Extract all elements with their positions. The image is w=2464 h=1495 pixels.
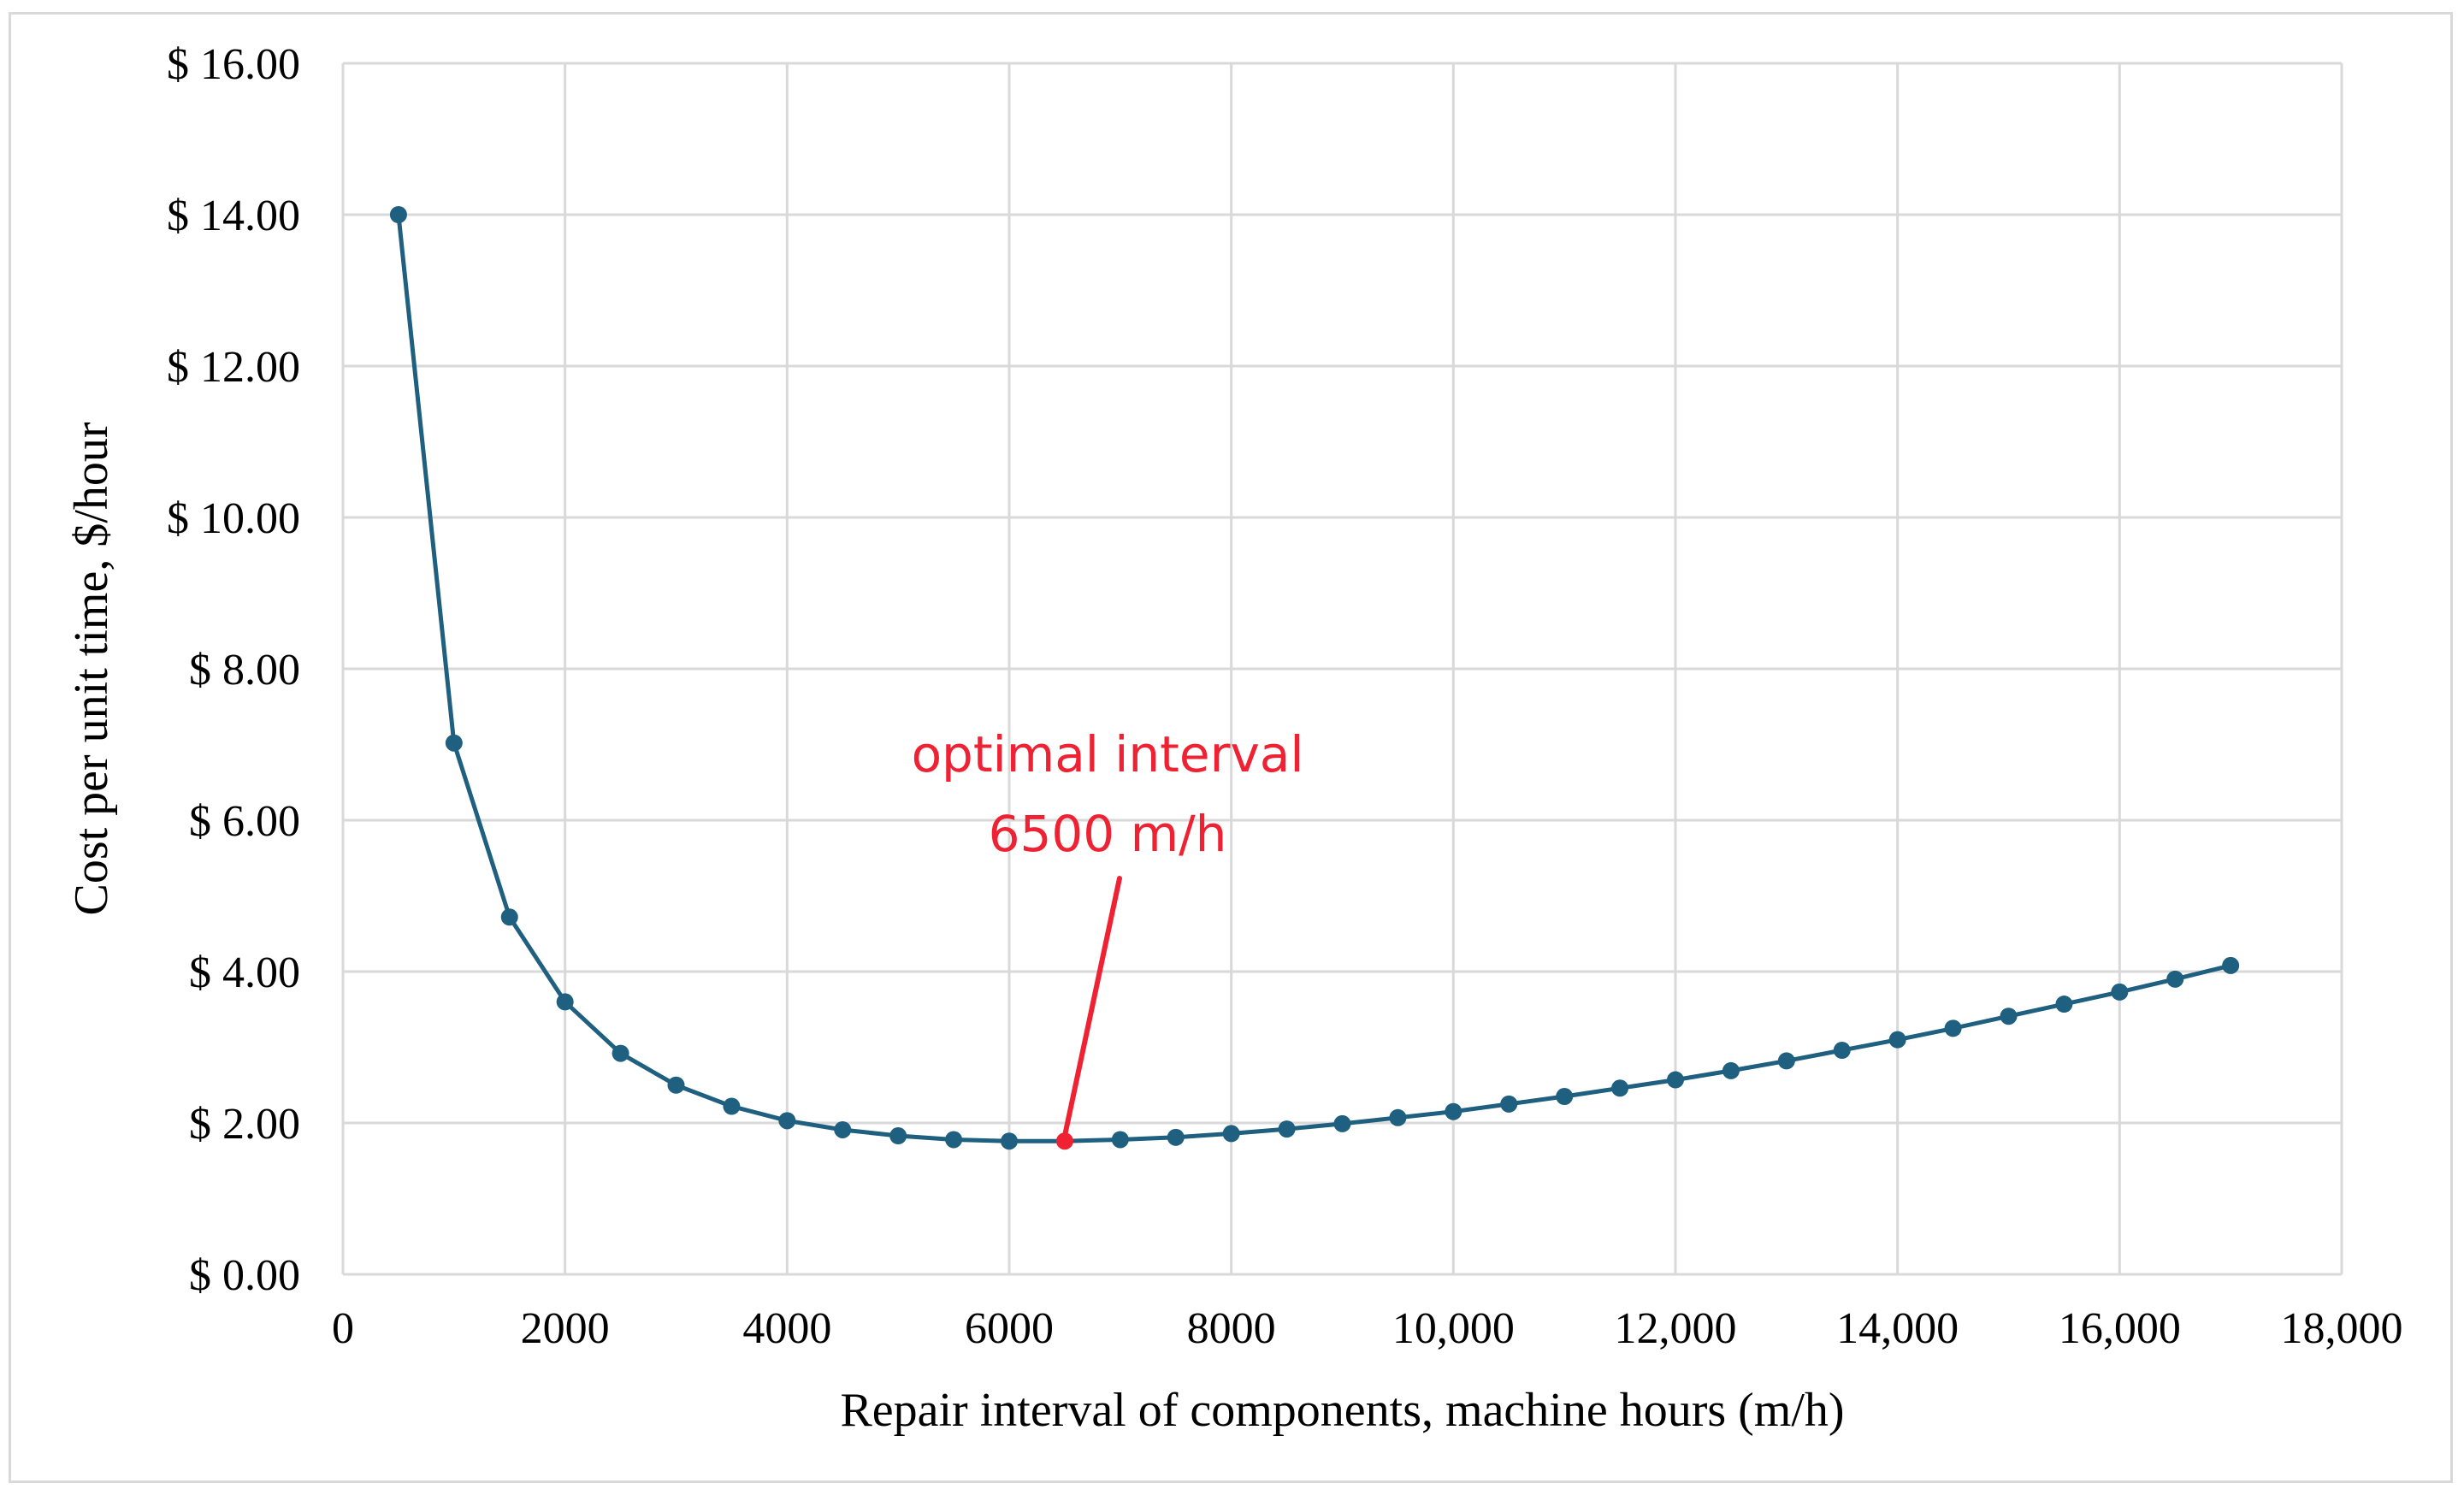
y-tick-label: $ 0.00 xyxy=(189,1251,300,1300)
y-tick-label: $ 14.00 xyxy=(167,192,300,240)
x-axis-tick-labels: 0 2000 4000 6000 8000 10,000 12,000 14,000 16,00… xyxy=(332,1304,2403,1353)
data-point xyxy=(834,1120,852,1138)
data-point xyxy=(2111,983,2129,1001)
data-point xyxy=(1556,1088,1574,1106)
data-point xyxy=(1888,1031,1906,1049)
annotation-line-1: optimal interval xyxy=(912,725,1304,783)
data-point xyxy=(2055,996,2073,1013)
x-tick-label: 0 xyxy=(332,1304,354,1353)
y-axis-tick-labels: $ 0.00 $ 2.00 $ 4.00 $ 6.00 $ 8.00 $ 10.00 $ 1… xyxy=(167,40,300,1300)
y-tick-label: $ 12.00 xyxy=(167,343,300,392)
x-tick-label: 14,000 xyxy=(1836,1304,1959,1353)
data-point xyxy=(1944,1019,1962,1037)
data-point xyxy=(1445,1102,1462,1120)
data-point xyxy=(1611,1079,1629,1097)
annotation-arrow xyxy=(1061,876,1122,1139)
y-tick-label: $ 8.00 xyxy=(189,646,300,694)
data-point xyxy=(1667,1071,1684,1089)
optimal-interval-annotation: optimal interval 6500 m/h xyxy=(912,725,1304,1139)
x-tick-label: 18,000 xyxy=(2281,1304,2403,1353)
data-point xyxy=(2222,956,2240,974)
data-point xyxy=(1833,1042,1851,1060)
data-point xyxy=(1167,1128,1185,1146)
y-tick-label: $ 6.00 xyxy=(189,797,300,846)
x-tick-label: 6000 xyxy=(965,1304,1054,1353)
data-point xyxy=(1278,1120,1296,1138)
series-cost xyxy=(389,206,2240,1150)
annotation-line-2: 6500 m/h xyxy=(989,805,1227,863)
data-point xyxy=(1001,1132,1018,1150)
data-point xyxy=(2166,970,2184,988)
x-tick-label: 2000 xyxy=(521,1304,610,1353)
chart-frame: $ 0.00 $ 2.00 $ 4.00 $ 6.00 $ 8.00 $ 10.00 $ 1… xyxy=(9,12,2453,1483)
data-point xyxy=(1222,1125,1240,1143)
x-tick-label: 10,000 xyxy=(1392,1304,1515,1353)
data-point xyxy=(445,734,463,752)
data-point xyxy=(1777,1052,1795,1070)
line-chart: $ 0.00 $ 2.00 $ 4.00 $ 6.00 $ 8.00 $ 10.00 $ 1… xyxy=(65,40,2403,1437)
data-point xyxy=(1111,1131,1129,1149)
x-tick-label: 4000 xyxy=(742,1304,831,1353)
data-point xyxy=(500,908,518,926)
y-tick-label: $ 2.00 xyxy=(189,1100,300,1149)
y-axis-title: Cost per unit time, $/hour xyxy=(65,422,118,915)
data-point xyxy=(1722,1061,1740,1079)
data-point xyxy=(889,1127,907,1145)
series-line xyxy=(396,214,2231,1143)
x-tick-label: 8000 xyxy=(1187,1304,1276,1353)
data-point xyxy=(667,1076,685,1094)
y-tick-label: $ 4.00 xyxy=(189,948,300,997)
data-point xyxy=(945,1131,963,1149)
data-point xyxy=(1500,1095,1518,1113)
y-tick-label: $ 16.00 xyxy=(167,40,300,89)
y-tick-label: $ 10.00 xyxy=(167,494,300,543)
data-point xyxy=(612,1044,629,1062)
data-point xyxy=(556,993,574,1011)
data-point xyxy=(389,206,407,223)
x-axis-title: Repair interval of components, machine h… xyxy=(840,1384,1844,1437)
data-point xyxy=(723,1097,741,1115)
optimal-point xyxy=(1055,1132,1073,1150)
x-tick-label: 12,000 xyxy=(1615,1304,1737,1353)
gridlines xyxy=(341,62,2343,1276)
data-point xyxy=(778,1112,796,1130)
x-tick-label: 16,000 xyxy=(2059,1304,2181,1353)
data-point xyxy=(1389,1108,1407,1126)
data-point xyxy=(2000,1008,2018,1025)
data-point xyxy=(1333,1114,1351,1132)
